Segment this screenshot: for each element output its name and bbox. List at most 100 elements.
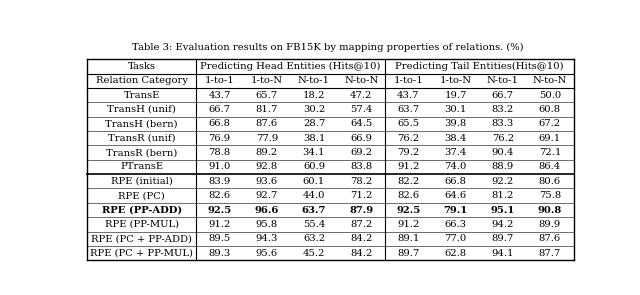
Text: N-to-1: N-to-1 <box>298 76 330 85</box>
Text: RPE (PC): RPE (PC) <box>118 191 165 200</box>
Text: PTransE: PTransE <box>120 163 163 171</box>
Text: 44.0: 44.0 <box>303 191 325 200</box>
Text: N-to-N: N-to-N <box>532 76 567 85</box>
Text: 92.5: 92.5 <box>207 206 232 214</box>
Text: 60.9: 60.9 <box>303 163 325 171</box>
Text: Predicting Head Entities (Hits@10): Predicting Head Entities (Hits@10) <box>200 62 381 71</box>
Text: 18.2: 18.2 <box>303 91 325 100</box>
Text: Tasks: Tasks <box>128 62 156 71</box>
Text: 43.7: 43.7 <box>397 91 420 100</box>
Text: 38.1: 38.1 <box>303 134 325 143</box>
Text: 89.9: 89.9 <box>539 220 561 229</box>
Text: 62.8: 62.8 <box>444 249 467 258</box>
Text: 69.2: 69.2 <box>350 148 372 157</box>
Text: 90.4: 90.4 <box>492 148 514 157</box>
Text: 84.2: 84.2 <box>350 234 372 243</box>
Text: 94.3: 94.3 <box>255 234 278 243</box>
Text: 92.2: 92.2 <box>492 177 514 186</box>
Text: 79.2: 79.2 <box>397 148 419 157</box>
Text: 60.1: 60.1 <box>303 177 325 186</box>
Text: TransR (unif): TransR (unif) <box>108 134 175 143</box>
Text: RPE (PP-MUL): RPE (PP-MUL) <box>105 220 179 229</box>
Text: 88.9: 88.9 <box>492 163 514 171</box>
Text: 19.7: 19.7 <box>444 91 467 100</box>
Text: 83.8: 83.8 <box>350 163 372 171</box>
Text: 76.9: 76.9 <box>209 134 230 143</box>
Text: N-to-1: N-to-1 <box>487 76 519 85</box>
Text: 64.5: 64.5 <box>350 119 372 128</box>
Text: 92.7: 92.7 <box>255 191 278 200</box>
Text: 30.2: 30.2 <box>303 105 325 114</box>
Text: 65.7: 65.7 <box>256 91 278 100</box>
Text: 63.2: 63.2 <box>303 234 325 243</box>
Text: RPE (initial): RPE (initial) <box>111 177 173 186</box>
Text: 72.1: 72.1 <box>539 148 561 157</box>
Text: 47.2: 47.2 <box>350 91 372 100</box>
Text: N-to-N: N-to-N <box>344 76 378 85</box>
Text: 74.0: 74.0 <box>444 163 467 171</box>
Text: 64.6: 64.6 <box>444 191 467 200</box>
Text: 55.4: 55.4 <box>303 220 325 229</box>
Text: 69.1: 69.1 <box>539 134 561 143</box>
Text: 77.0: 77.0 <box>444 234 467 243</box>
Text: 91.2: 91.2 <box>397 163 420 171</box>
Text: 90.8: 90.8 <box>538 206 562 214</box>
Text: 38.4: 38.4 <box>444 134 467 143</box>
Text: 1-to-1: 1-to-1 <box>205 76 234 85</box>
Text: 66.3: 66.3 <box>445 220 467 229</box>
Text: 76.2: 76.2 <box>397 134 419 143</box>
Text: 87.6: 87.6 <box>539 234 561 243</box>
Text: 87.6: 87.6 <box>256 119 278 128</box>
Text: 95.6: 95.6 <box>256 249 278 258</box>
Text: 43.7: 43.7 <box>209 91 231 100</box>
Text: 66.7: 66.7 <box>209 105 230 114</box>
Text: TransH (bern): TransH (bern) <box>106 119 178 128</box>
Text: 50.0: 50.0 <box>539 91 561 100</box>
Text: 82.2: 82.2 <box>397 177 419 186</box>
Text: 82.6: 82.6 <box>397 191 419 200</box>
Text: 80.6: 80.6 <box>539 177 561 186</box>
Text: TransR (bern): TransR (bern) <box>106 148 177 157</box>
Text: 82.6: 82.6 <box>209 191 230 200</box>
Text: 83.2: 83.2 <box>492 105 514 114</box>
Text: 92.5: 92.5 <box>396 206 420 214</box>
Text: TransH (unif): TransH (unif) <box>108 105 176 114</box>
Text: 28.7: 28.7 <box>303 119 325 128</box>
Text: 45.2: 45.2 <box>303 249 325 258</box>
Text: 63.7: 63.7 <box>397 105 419 114</box>
Text: 96.6: 96.6 <box>255 206 279 214</box>
Text: 34.1: 34.1 <box>303 148 325 157</box>
Text: 91.0: 91.0 <box>209 163 231 171</box>
Text: 76.2: 76.2 <box>492 134 514 143</box>
Text: 94.1: 94.1 <box>492 249 514 258</box>
Text: 95.8: 95.8 <box>255 220 278 229</box>
Text: 83.9: 83.9 <box>209 177 230 186</box>
Text: 86.4: 86.4 <box>539 163 561 171</box>
Text: 92.8: 92.8 <box>255 163 278 171</box>
Text: 81.2: 81.2 <box>492 191 514 200</box>
Text: 83.3: 83.3 <box>492 119 514 128</box>
Text: RPE (PC + PP-ADD): RPE (PC + PP-ADD) <box>92 234 192 243</box>
Text: 57.4: 57.4 <box>350 105 372 114</box>
Text: Table 3: Evaluation results on FB15K by mapping properties of relations. (%): Table 3: Evaluation results on FB15K by … <box>132 43 524 53</box>
Text: 1-to-1: 1-to-1 <box>394 76 423 85</box>
Text: RPE (PC + PP-MUL): RPE (PC + PP-MUL) <box>90 249 193 258</box>
Text: 78.8: 78.8 <box>209 148 230 157</box>
Text: 89.7: 89.7 <box>397 249 419 258</box>
Text: 87.7: 87.7 <box>539 249 561 258</box>
Text: 78.2: 78.2 <box>350 177 372 186</box>
Text: 89.1: 89.1 <box>397 234 420 243</box>
Text: Predicting Tail Entities(Hits@10): Predicting Tail Entities(Hits@10) <box>395 62 563 71</box>
Text: 37.4: 37.4 <box>444 148 467 157</box>
Text: 1-to-N: 1-to-N <box>251 76 283 85</box>
Text: 67.2: 67.2 <box>539 119 561 128</box>
Text: 94.2: 94.2 <box>492 220 514 229</box>
Text: 91.2: 91.2 <box>397 220 420 229</box>
Text: 63.7: 63.7 <box>302 206 326 214</box>
Text: 1-to-N: 1-to-N <box>440 76 472 85</box>
Text: 66.8: 66.8 <box>445 177 467 186</box>
Text: 65.5: 65.5 <box>397 119 419 128</box>
Text: 89.3: 89.3 <box>209 249 230 258</box>
Text: 79.1: 79.1 <box>444 206 468 214</box>
Text: 71.2: 71.2 <box>350 191 372 200</box>
